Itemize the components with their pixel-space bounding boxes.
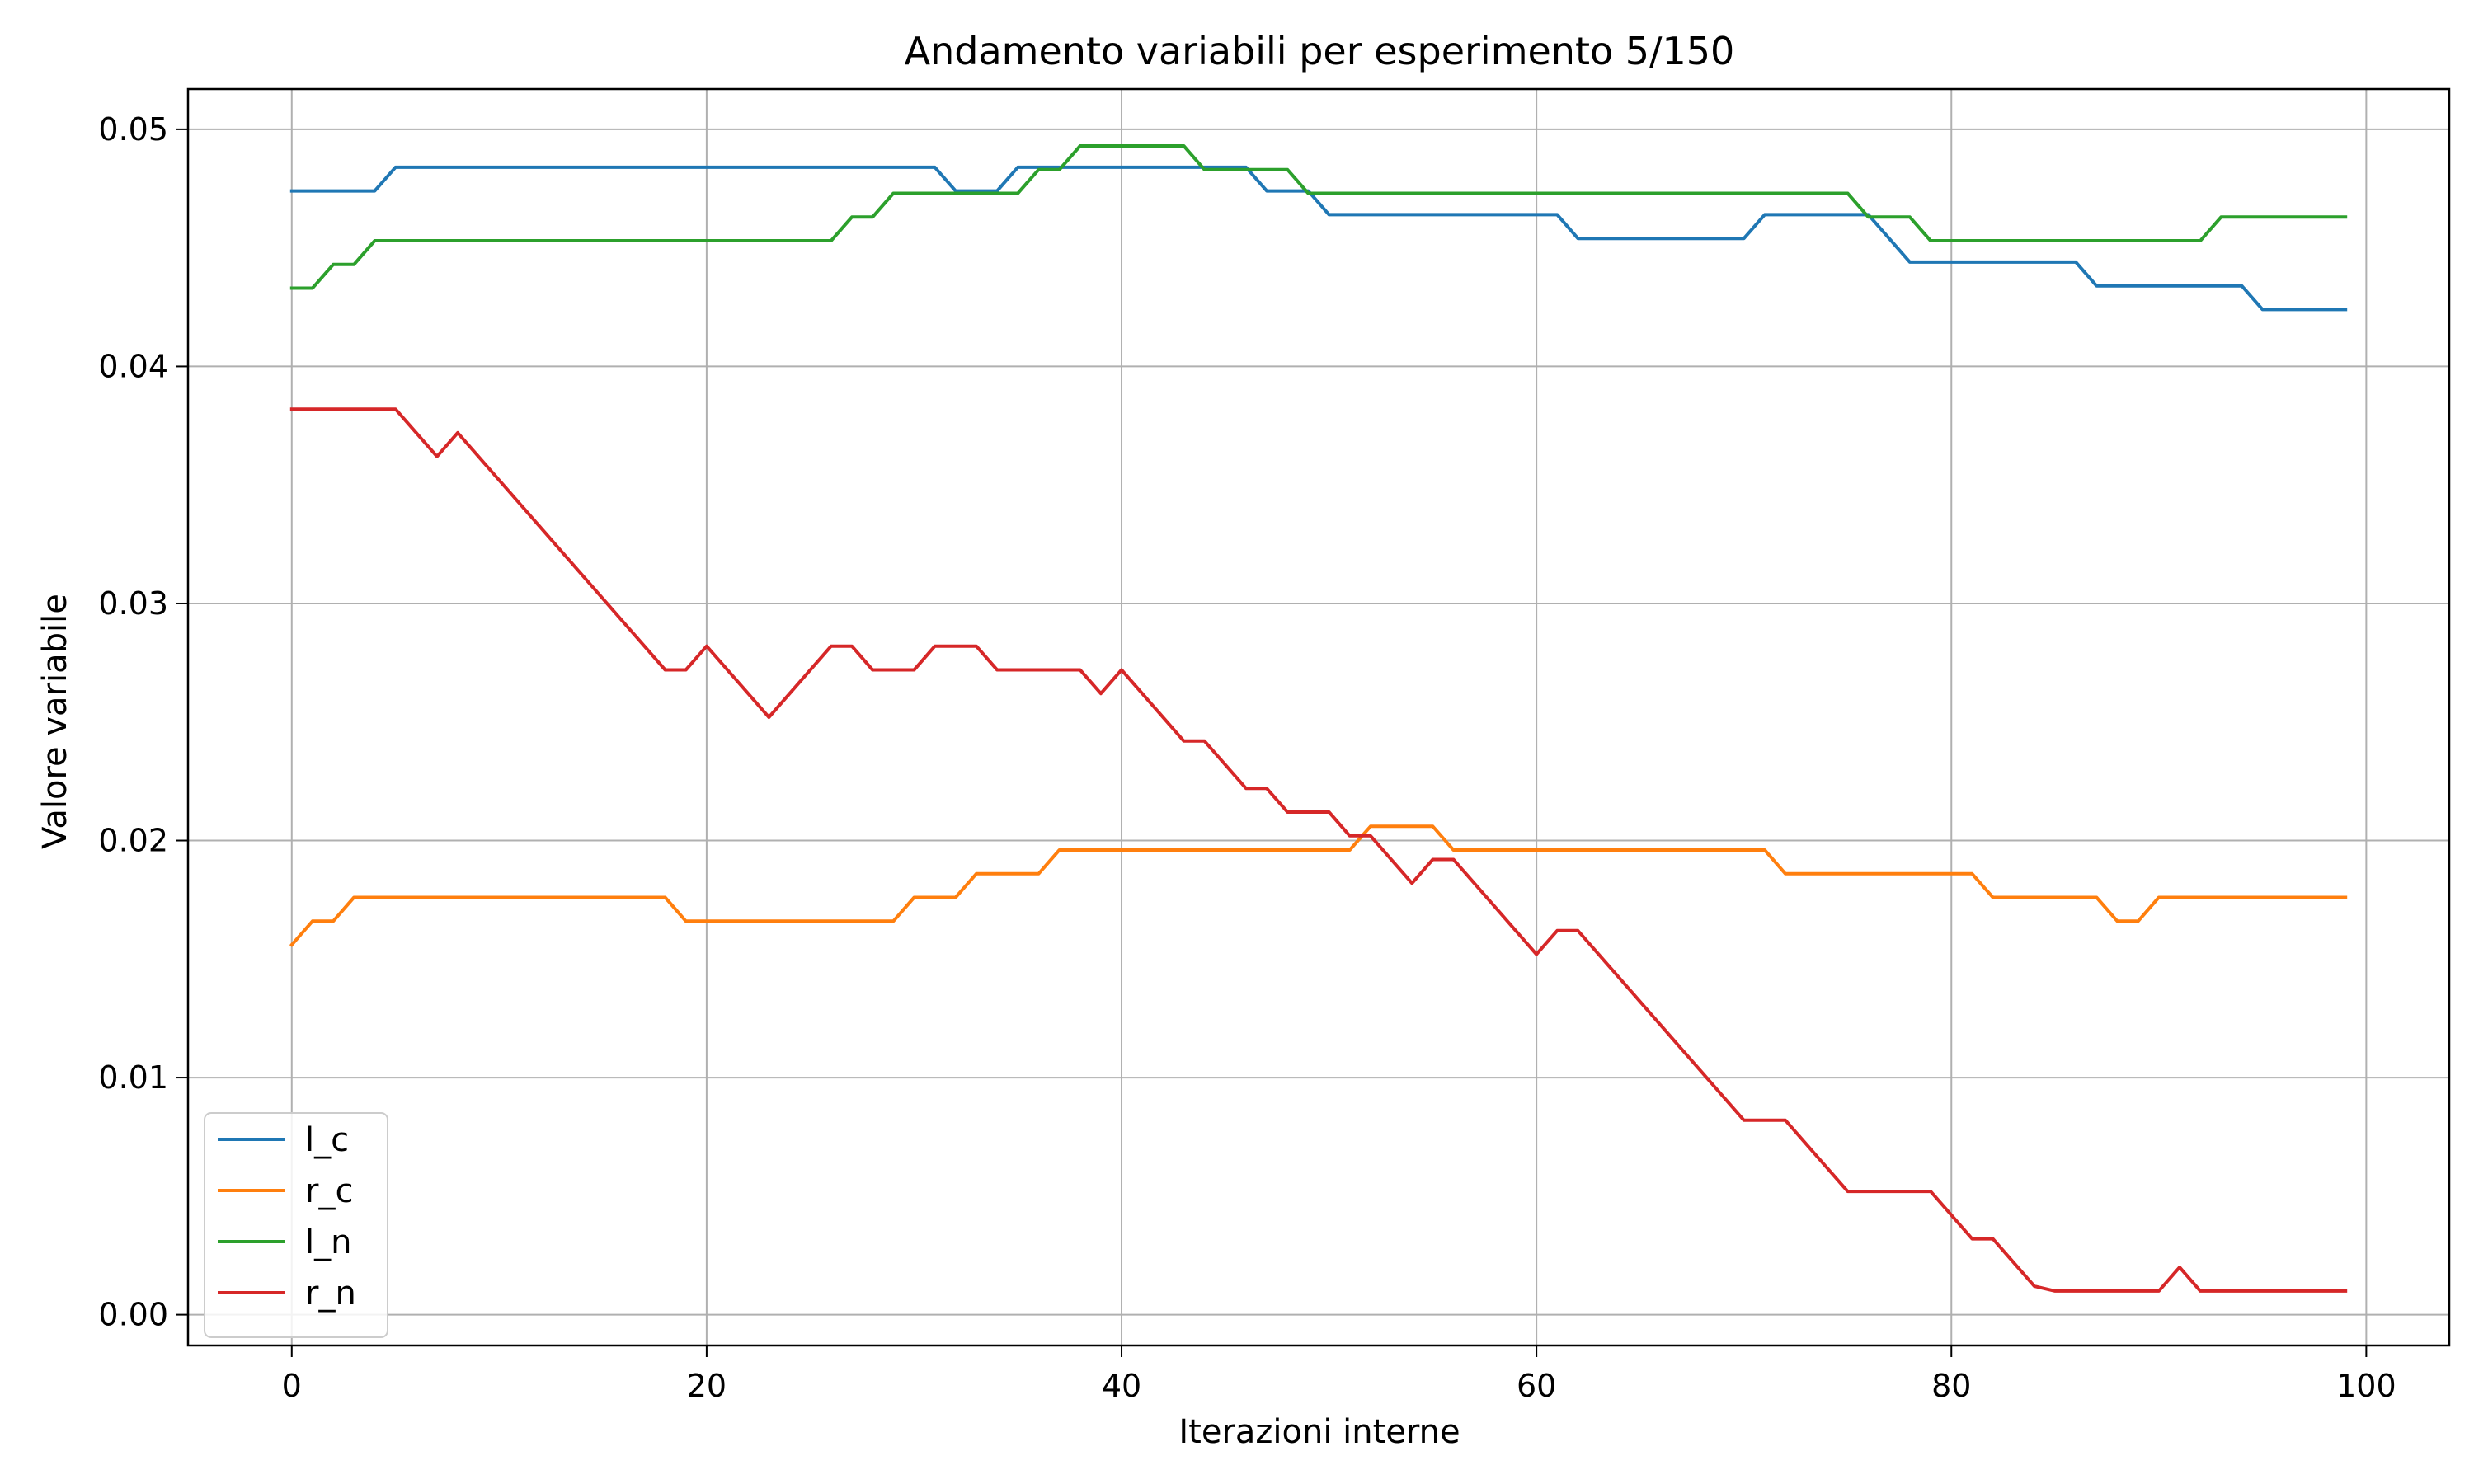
y-axis-label: Valore variabile [36, 594, 74, 849]
x-tick-label: 40 [1102, 1368, 1141, 1404]
legend-box [204, 1112, 388, 1338]
series-line-l-c [289, 165, 2348, 312]
y-tick-label: 0.02 [98, 823, 168, 859]
series-line-r-c [289, 824, 2348, 947]
legend: l_c r_c l_n r_n [204, 1112, 388, 1338]
x-tick-label: 100 [2336, 1368, 2396, 1404]
legend-label: r_c [305, 1172, 353, 1210]
series-line-r-n [289, 407, 2348, 1293]
y-tick-label: 0.03 [98, 585, 168, 622]
x-tick-label: 20 [687, 1368, 727, 1404]
y-tick-label: 0.01 [98, 1059, 168, 1096]
y-tick-label: 0.00 [98, 1297, 168, 1333]
y-tick-label: 0.05 [98, 111, 168, 148]
grid-lines [188, 89, 2449, 1345]
x-tick-label: 60 [1517, 1368, 1556, 1404]
legend-label: l_n [305, 1223, 351, 1261]
legend-label: r_n [305, 1275, 356, 1313]
x-tick-label: 80 [1931, 1368, 1971, 1404]
axis-ticks: 0 20 40 60 80 100 0.00 0.01 0.02 0.03 0.04 0.05 [98, 111, 2396, 1404]
legend-label: l_c [305, 1121, 349, 1159]
plot-frame [186, 87, 2451, 1347]
chart-title: Andamento variabili per esperimento 5/15… [905, 29, 1735, 73]
x-tick-label: 0 [282, 1368, 302, 1404]
x-axis-label: Iterazioni interne [1178, 1413, 1460, 1451]
series-line-l-n [289, 144, 2348, 290]
y-tick-label: 0.04 [98, 348, 168, 384]
series-lines [289, 144, 2348, 1293]
